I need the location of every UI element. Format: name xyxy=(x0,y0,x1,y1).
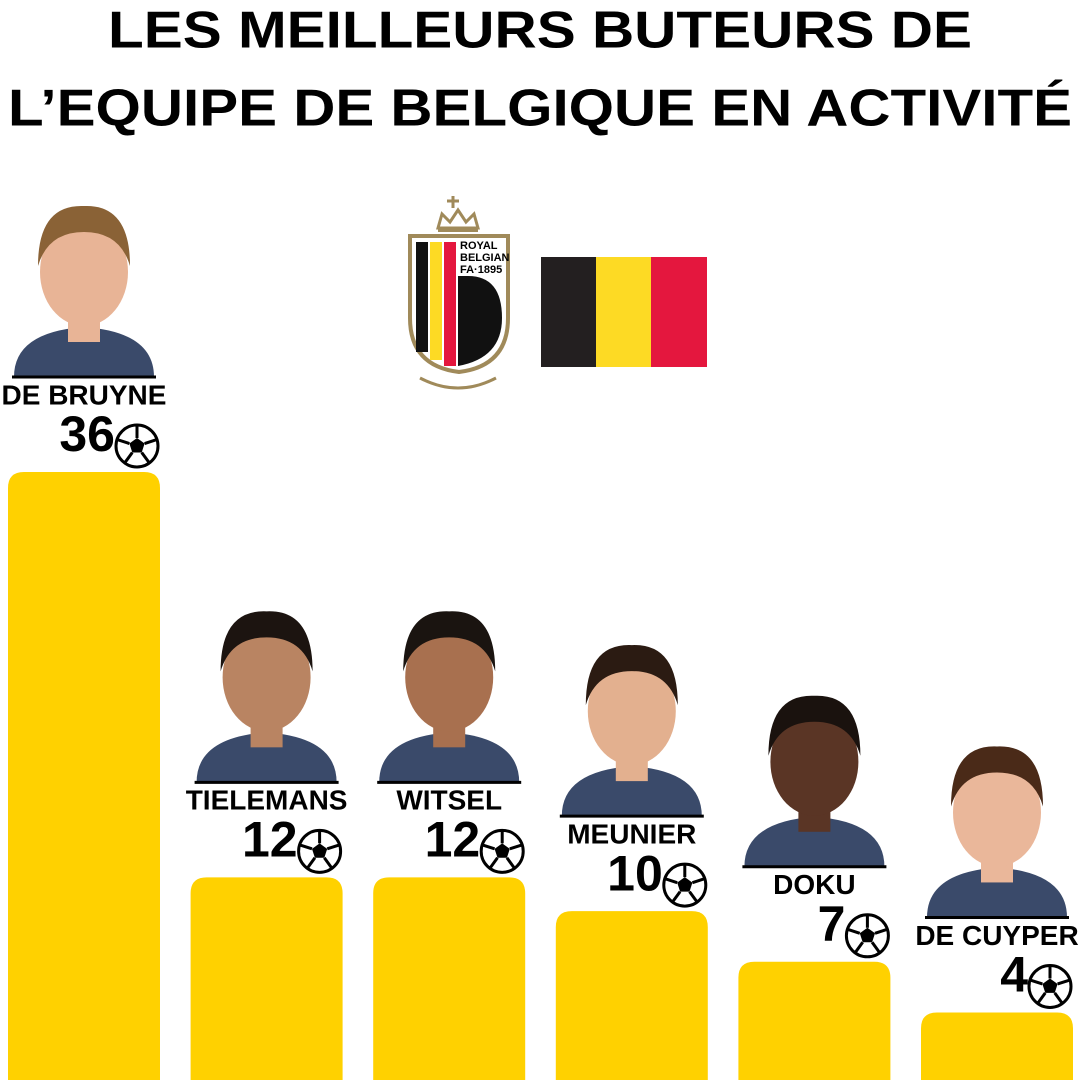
hair xyxy=(403,611,496,672)
hair xyxy=(220,611,313,672)
shoulders xyxy=(927,867,1067,918)
hair xyxy=(38,205,130,266)
shoulders xyxy=(744,816,885,867)
ball-icon xyxy=(691,877,705,885)
bar xyxy=(555,911,708,1080)
bar xyxy=(738,961,891,1080)
bar xyxy=(8,472,160,1080)
shoulders xyxy=(379,732,520,783)
ball-icon xyxy=(854,941,864,953)
logo-text: FA·1895 xyxy=(460,264,502,276)
ball-icon xyxy=(509,843,522,851)
face xyxy=(770,707,859,816)
ball-icon xyxy=(870,941,881,953)
ball-icon xyxy=(494,843,510,858)
ball-icon xyxy=(140,451,150,464)
ball-icon xyxy=(665,877,678,885)
hair xyxy=(951,746,1043,807)
player-name: MEUNIER xyxy=(567,819,696,850)
player-name: WITSEL xyxy=(396,785,502,816)
ball-icon xyxy=(1053,992,1063,1004)
value-label: 12 xyxy=(425,812,481,868)
ball-icon xyxy=(847,928,861,935)
chart-title: LES MEILLEURS BUTEURS DE xyxy=(108,2,972,60)
ball-icon xyxy=(1037,992,1047,1004)
shoulders xyxy=(196,732,337,783)
player-name: DE BRUYNE xyxy=(2,379,167,410)
hair xyxy=(768,695,861,756)
ball-icon xyxy=(671,890,682,903)
value-label: 36 xyxy=(59,406,115,462)
federation-logo: ROYAL BELGIAN FA·1895 xyxy=(408,196,510,390)
value-label: 4 xyxy=(1000,947,1028,1003)
ball-icon xyxy=(874,928,887,935)
shoulders xyxy=(14,327,154,377)
ball-icon xyxy=(300,843,313,851)
ball-icon xyxy=(677,877,693,892)
logo-text: ROYAL xyxy=(460,240,498,252)
bar xyxy=(190,877,343,1080)
belgian-flag xyxy=(541,257,707,367)
bar xyxy=(921,1012,1073,1080)
player-photo xyxy=(561,645,702,817)
player-photo xyxy=(14,205,154,377)
ball-icon xyxy=(129,438,145,453)
shoulders xyxy=(561,766,702,817)
ball-icon xyxy=(306,856,317,869)
player-name: DOKU xyxy=(773,869,855,900)
player-name: TIELEMANS xyxy=(186,785,348,816)
face xyxy=(40,218,128,326)
ball-icon xyxy=(688,890,698,903)
value-label: 10 xyxy=(607,845,663,901)
ball-icon xyxy=(505,856,516,869)
ball-icon xyxy=(859,927,876,943)
player-name: DE CUYPER xyxy=(915,920,1078,951)
ball-icon xyxy=(117,438,130,445)
hair xyxy=(585,645,678,706)
value-label: 12 xyxy=(242,812,298,868)
ball-icon xyxy=(144,438,157,445)
ball-icon xyxy=(311,843,328,858)
ball-icon xyxy=(1057,978,1070,986)
chart-title: L’EQUIPE DE BELGIQUE EN ACTIVITÉ xyxy=(8,80,1072,138)
ball-icon xyxy=(326,843,340,851)
player-photo xyxy=(196,611,337,783)
ball-icon xyxy=(1030,978,1043,986)
face xyxy=(405,623,494,732)
face xyxy=(222,623,311,732)
ball-icon xyxy=(489,856,499,869)
face xyxy=(953,758,1041,867)
player-photo xyxy=(379,611,520,783)
ball-icon xyxy=(482,843,496,851)
value-label: 7 xyxy=(818,896,846,952)
player-photo xyxy=(744,695,885,867)
ball-icon xyxy=(323,856,333,869)
ball-icon xyxy=(124,451,134,464)
logo-text: BELGIAN xyxy=(460,252,510,264)
bar xyxy=(373,877,526,1080)
face xyxy=(587,657,676,766)
player-photo xyxy=(927,746,1067,918)
ball-icon xyxy=(1042,978,1058,993)
